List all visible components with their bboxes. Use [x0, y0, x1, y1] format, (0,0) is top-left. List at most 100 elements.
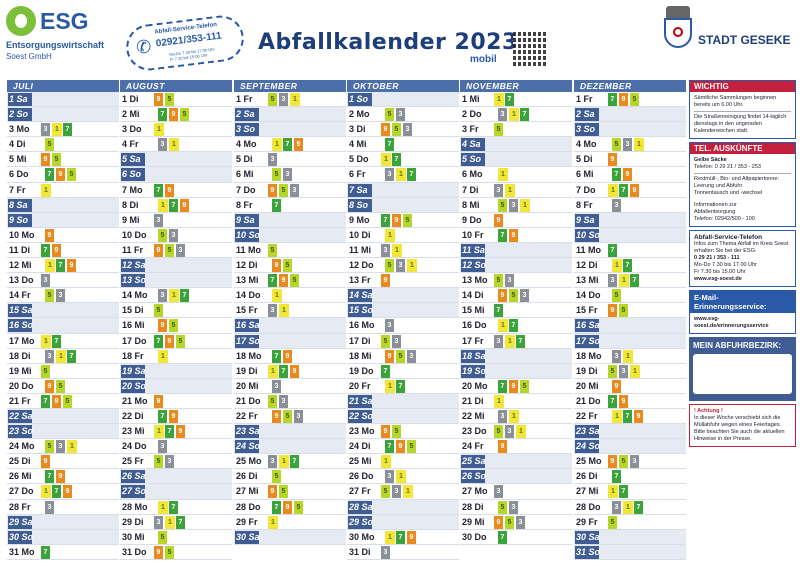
day-label: 1 Fr [576, 94, 593, 104]
day-row: 21 Do 5 3 [234, 393, 346, 409]
day-label: 28 Do [576, 501, 601, 512]
day-row: 1 Fr 5 3 1 [234, 92, 346, 108]
collection-marker: 7 [283, 138, 292, 152]
day-label: 12 Mi [9, 260, 32, 271]
day-row: 7 Mo 7 9 [120, 182, 232, 198]
day-label: 25 Di [9, 456, 31, 467]
day-label: 3 Do [122, 124, 142, 135]
collection-marker: 9 [52, 243, 61, 257]
day-label: 12 Sa [121, 259, 146, 273]
collection-marker: 3 [385, 168, 394, 182]
day-row: 16 So [7, 318, 119, 334]
collection-marker: 7 [268, 274, 277, 288]
collection-marker: 3 [45, 349, 54, 363]
collection-marker: 9 [498, 440, 507, 454]
collection-marker: 9 [67, 259, 76, 273]
day-row: 1 Fr 7 9 5 [574, 92, 686, 108]
day-row: 11 Di 7 9 [7, 242, 119, 259]
day-label: 4 Di [9, 139, 26, 150]
collection-marker: 7 [169, 198, 178, 212]
collection-marker: 3 [41, 274, 50, 288]
day-row: 2 Mi 7 9 5 [120, 107, 232, 123]
collection-marker: 7 [608, 394, 617, 408]
day-row: 5 Sa [120, 152, 232, 168]
collection-marker: 5 [494, 123, 503, 137]
day-row: 28 Fr 3 [7, 499, 119, 515]
day-row: 29 So [347, 514, 459, 530]
day-label: 30 Mi [122, 531, 145, 542]
collection-marker: 3 [608, 274, 617, 288]
collection-marker: 3 [290, 183, 299, 197]
day-label: 30 Mo [349, 531, 375, 542]
collection-marker: 9 [509, 379, 518, 393]
day-row: 13 Fr 9 [347, 273, 459, 289]
collection-marker: 3 [392, 485, 401, 499]
collection-marker: 9 [396, 440, 405, 454]
collection-marker: 5 [268, 93, 277, 106]
month-heading: AUGUST [120, 80, 232, 92]
collection-marker: 5 [158, 228, 167, 242]
sidebar: WICHTIG Sämtliche Sammlungen beginnen be… [689, 80, 796, 447]
collection-marker: 5 [279, 183, 288, 197]
day-row: 23 Sa [574, 424, 686, 440]
day-label: 27 Fr [349, 486, 371, 497]
day-row: 14 Sa [347, 288, 459, 304]
day-row: 23 Do 5 3 1 [460, 424, 572, 440]
collection-marker: 3 [279, 394, 288, 408]
collection-marker: 5 [67, 168, 76, 182]
day-label: 26 So [461, 470, 487, 484]
collection-marker: 1 [634, 138, 644, 152]
day-row: 10 Mo 9 [7, 227, 119, 243]
day-row: 6 Fr 3 1 7 [347, 167, 459, 183]
day-row: 29 Di 3 1 7 [120, 514, 232, 530]
day-row: 23 Mi 1 7 9 [120, 424, 232, 440]
phone-info-heading: TEL. AUSKÜNFTE [690, 143, 795, 154]
day-label: 31 So [575, 545, 601, 559]
collection-marker: 9 [623, 168, 632, 182]
qr-code-icon[interactable] [513, 32, 547, 66]
day-label: 3 Mo [9, 124, 30, 135]
collection-marker: 3 [498, 108, 507, 122]
day-row: 1 Di 9 5 [120, 92, 232, 108]
service-hours-2: Fr 7.30 bis 15.00 Uhr [694, 269, 746, 275]
collection-marker: 9 [283, 349, 292, 363]
day-row: 2 Sa [234, 107, 346, 123]
collection-marker: 3 [154, 213, 163, 227]
day-row: 10 Di 1 [347, 227, 459, 243]
email-link[interactable]: www.esg-soest.de/erinnerungsservice [690, 313, 795, 333]
day-label: 7 Fr [9, 184, 26, 195]
day-label: 27 Mo [462, 486, 488, 497]
day-label: 20 Fr [349, 380, 371, 391]
district-field[interactable] [693, 354, 792, 394]
day-label: 29 Fr [576, 516, 598, 527]
collection-marker: 5 [612, 289, 621, 303]
collection-marker: 9 [294, 138, 303, 152]
collection-marker: 5 [392, 123, 401, 137]
collection-marker: 5 [165, 93, 174, 106]
day-label: 15 Mi [462, 305, 485, 316]
day-label: 3 So [575, 123, 599, 137]
collection-marker: 3 [392, 334, 401, 348]
collection-marker: 1 [385, 228, 395, 242]
collection-marker: 1 [169, 289, 179, 303]
day-row: 21 Sa [347, 393, 459, 409]
day-label: 20 Do [9, 380, 34, 391]
day-label: 21 Do [576, 395, 601, 406]
collection-marker: 7 [41, 545, 50, 559]
service-website[interactable]: www.esg-soest.de [694, 276, 742, 282]
day-label: 4 Mo [236, 139, 257, 150]
day-row: 17 Mo 1 7 [7, 333, 119, 349]
service-box: Abfall-Service-Telefon Infos zum Thema A… [689, 230, 796, 287]
collection-marker: 7 [154, 334, 163, 348]
day-row: 14 Do 5 [574, 288, 686, 304]
day-row: 26 Di 7 [574, 469, 686, 485]
info-phone: Telefon: 02942/500 - 100 [694, 216, 755, 222]
day-label: 26 Sa [121, 470, 146, 484]
collection-marker: 3 [630, 455, 639, 469]
day-label: 6 Do [9, 169, 29, 180]
collection-marker: 7 [396, 379, 405, 393]
day-row: 28 Do 3 1 7 [574, 499, 686, 515]
day-label: 19 Mi [9, 365, 32, 376]
month-heading: SEPTEMBER [234, 80, 346, 92]
collection-marker: 7 [608, 93, 617, 106]
